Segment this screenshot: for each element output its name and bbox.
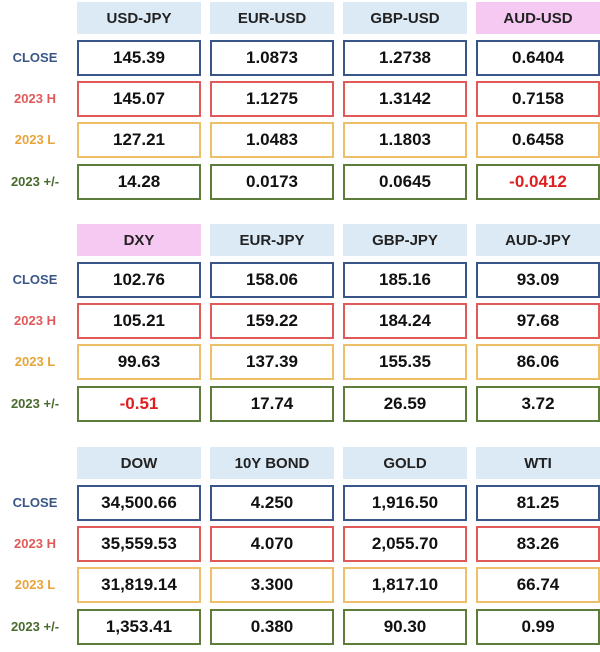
value-cell-eur-jpy-low: 137.39	[210, 344, 334, 380]
row-label-low: 2023 L	[14, 353, 56, 369]
value-cell-dow-change: 1,353.41	[77, 609, 201, 645]
value-cell-aud-jpy-close: 93.09	[476, 262, 600, 298]
column-header-usd-jpy: USD-JPY	[77, 2, 201, 34]
value-cell-usd-jpy-change: 14.28	[77, 164, 201, 200]
row-label-high: 2023 H	[14, 312, 56, 328]
row-label-low: 2023 L	[14, 576, 56, 592]
value-cell-dxy-close: 102.76	[77, 262, 201, 298]
column-header-10y-bond: 10Y BOND	[210, 447, 334, 479]
value-cell-aud-usd-high: 0.7158	[476, 81, 600, 117]
column-header-gbp-usd: GBP-USD	[343, 2, 467, 34]
column-header-eur-jpy: EUR-JPY	[210, 224, 334, 256]
value-cell-gbp-jpy-low: 155.35	[343, 344, 467, 380]
column-header-aud-jpy: AUD-JPY	[476, 224, 600, 256]
value-cell-dxy-high: 105.21	[77, 303, 201, 339]
value-cell-aud-usd-low: 0.6458	[476, 122, 600, 158]
value-cell-eur-usd-high: 1.1275	[210, 81, 334, 117]
value-cell-dxy-change: -0.51	[77, 386, 201, 422]
value-cell-10y-bond-change: 0.380	[210, 609, 334, 645]
column-header-eur-usd: EUR-USD	[210, 2, 334, 34]
value-cell-gold-close: 1,916.50	[343, 485, 467, 521]
value-cell-10y-bond-close: 4.250	[210, 485, 334, 521]
value-cell-gbp-jpy-change: 26.59	[343, 386, 467, 422]
value-cell-10y-bond-high: 4.070	[210, 526, 334, 562]
row-label-low: 2023 L	[14, 131, 56, 147]
value-cell-aud-usd-change: -0.0412	[476, 164, 600, 200]
value-cell-dow-low: 31,819.14	[77, 567, 201, 603]
column-header-dow: DOW	[77, 447, 201, 479]
column-header-dxy: DXY	[77, 224, 201, 256]
value-cell-gbp-usd-change: 0.0645	[343, 164, 467, 200]
value-cell-gbp-usd-close: 1.2738	[343, 40, 467, 76]
row-label-change: 2023 +/-	[10, 173, 60, 189]
value-cell-eur-usd-low: 1.0483	[210, 122, 334, 158]
value-cell-dxy-low: 99.63	[77, 344, 201, 380]
value-cell-dow-close: 34,500.66	[77, 485, 201, 521]
value-cell-aud-jpy-change: 3.72	[476, 386, 600, 422]
value-cell-gbp-jpy-high: 184.24	[343, 303, 467, 339]
column-header-aud-usd: AUD-USD	[476, 2, 600, 34]
value-cell-gbp-usd-low: 1.1803	[343, 122, 467, 158]
row-label-change: 2023 +/-	[10, 395, 60, 411]
row-label-close: CLOSE	[12, 49, 58, 65]
value-cell-eur-jpy-close: 158.06	[210, 262, 334, 298]
value-cell-wti-change: 0.99	[476, 609, 600, 645]
value-cell-wti-close: 81.25	[476, 485, 600, 521]
value-cell-gbp-usd-high: 1.3142	[343, 81, 467, 117]
value-cell-gold-high: 2,055.70	[343, 526, 467, 562]
value-cell-usd-jpy-close: 145.39	[77, 40, 201, 76]
column-header-gold: GOLD	[343, 447, 467, 479]
value-cell-aud-jpy-low: 86.06	[476, 344, 600, 380]
value-cell-aud-jpy-high: 97.68	[476, 303, 600, 339]
value-cell-eur-usd-change: 0.0173	[210, 164, 334, 200]
value-cell-aud-usd-close: 0.6404	[476, 40, 600, 76]
value-cell-eur-usd-close: 1.0873	[210, 40, 334, 76]
value-cell-dow-high: 35,559.53	[77, 526, 201, 562]
value-cell-eur-jpy-high: 159.22	[210, 303, 334, 339]
value-cell-gold-low: 1,817.10	[343, 567, 467, 603]
value-cell-usd-jpy-high: 145.07	[77, 81, 201, 117]
column-header-gbp-jpy: GBP-JPY	[343, 224, 467, 256]
value-cell-gold-change: 90.30	[343, 609, 467, 645]
row-label-close: CLOSE	[12, 271, 58, 287]
value-cell-gbp-jpy-close: 185.16	[343, 262, 467, 298]
value-cell-wti-low: 66.74	[476, 567, 600, 603]
row-label-high: 2023 H	[14, 535, 56, 551]
column-header-wti: WTI	[476, 447, 600, 479]
row-label-change: 2023 +/-	[10, 618, 60, 634]
row-label-close: CLOSE	[12, 494, 58, 510]
value-cell-eur-jpy-change: 17.74	[210, 386, 334, 422]
value-cell-10y-bond-low: 3.300	[210, 567, 334, 603]
value-cell-usd-jpy-low: 127.21	[77, 122, 201, 158]
row-label-high: 2023 H	[14, 90, 56, 106]
value-cell-wti-high: 83.26	[476, 526, 600, 562]
